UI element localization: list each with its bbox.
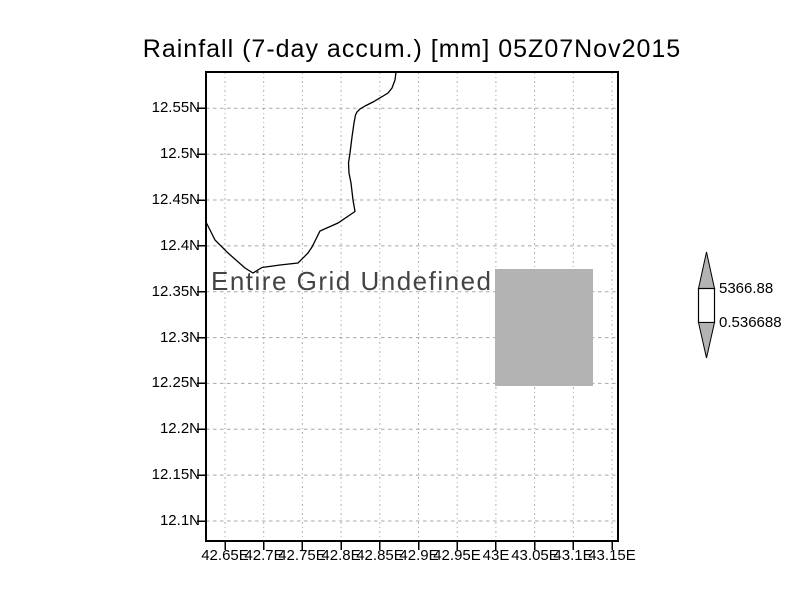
x-tick-label: 43.05E: [511, 547, 559, 564]
x-tick-label: 42.65E: [201, 547, 249, 564]
y-axis-ticks: [197, 107, 206, 522]
colorbar: [697, 251, 716, 359]
coastline: [205, 71, 397, 274]
colorbar-min-label: 0.536688: [719, 314, 782, 331]
y-tick-label: 12.45N: [151, 191, 200, 208]
chart-title: Rainfall (7-day accum.) [mm] 05Z07Nov201…: [142, 35, 682, 63]
y-tick-label: 12.4N: [159, 237, 200, 254]
colorbar-arrow-up-icon: [697, 251, 716, 289]
shaded-region: [495, 269, 593, 386]
y-tick-label: 12.55N: [151, 99, 200, 116]
x-tick-label: 42.8E: [321, 547, 361, 564]
y-tick-label: 12.25N: [151, 374, 200, 391]
plot-frame: [205, 71, 619, 542]
colorbar-arrow-down-icon: [697, 322, 716, 359]
x-tick-label: 42.7E: [244, 547, 284, 564]
x-axis-ticks: [224, 541, 613, 550]
x-tick-label: 42.85E: [356, 547, 404, 564]
y-tick-label: 12.2N: [159, 420, 200, 437]
x-tick-label: 42.75E: [278, 547, 326, 564]
colorbar-max-label: 5366.88: [719, 280, 774, 297]
y-tick-label: 12.15N: [151, 466, 200, 483]
y-tick-label: 12.35N: [151, 283, 200, 300]
x-tick-label: 42.9E: [399, 547, 439, 564]
x-tick-label: 43E: [482, 547, 510, 564]
y-tick-label: 12.5N: [159, 145, 200, 162]
y-tick-label: 12.3N: [159, 329, 200, 346]
colorbar-band: [697, 287, 716, 324]
y-tick-label: 12.1N: [159, 512, 200, 529]
x-tick-label: 42.95E: [433, 547, 481, 564]
x-tick-label: 43.15E: [588, 547, 636, 564]
undefined-grid-annotation: Entire Grid Undefined: [211, 266, 493, 296]
x-tick-label: 43.1E: [553, 547, 593, 564]
